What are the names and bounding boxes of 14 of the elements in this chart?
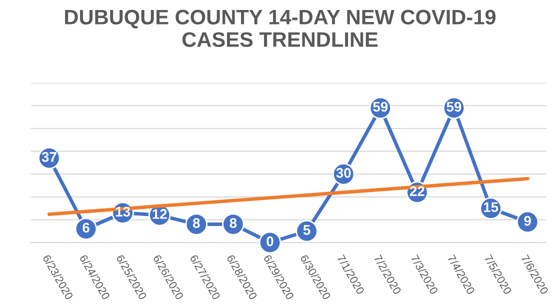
data-label: 22: [410, 186, 424, 196]
data-label: 12: [152, 209, 167, 219]
data-label: 0: [266, 236, 274, 246]
chart-title: DUBUQUE COUNTY 14-DAY NEW COVID-19 CASES TRENDLINE: [65, 10, 496, 47]
data-label: 15: [484, 202, 498, 212]
data-label: 8: [192, 218, 200, 228]
data-label: 5: [303, 225, 310, 235]
data-label: 59: [373, 102, 388, 112]
data-label: 9: [524, 216, 531, 226]
data-label: 6: [82, 222, 90, 233]
data-label: 30: [336, 168, 351, 178]
data-label: 8: [230, 218, 237, 228]
data-label: 37: [42, 152, 56, 162]
data-label: 59: [446, 102, 462, 112]
